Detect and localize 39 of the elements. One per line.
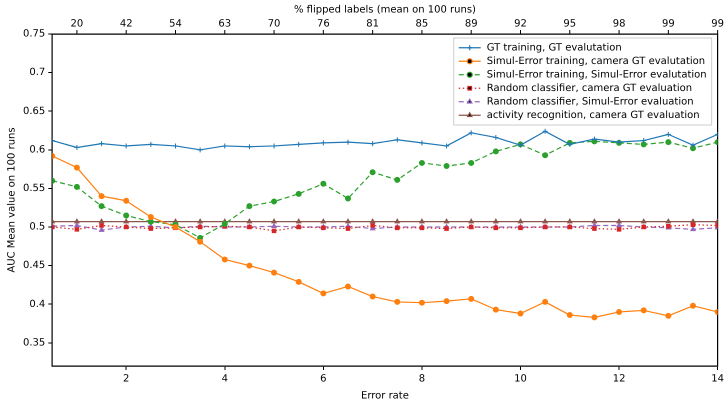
y-tick-label: 0.75 [23, 28, 46, 40]
legend-label: GT training, GT evalutation [486, 42, 622, 54]
legend-label: activity recognition, camera GT evaluation [486, 110, 700, 121]
text: 20 [70, 18, 84, 30]
x-tick-label: 8 [418, 374, 426, 385]
y-tick-label: 0.55 [23, 183, 46, 194]
text: 54 [169, 18, 182, 30]
text: 98 [612, 18, 626, 30]
text: 81 [366, 18, 379, 30]
text: 99 [662, 18, 675, 30]
legend-label: Simul-Error training, Simul-Error evalutation [486, 69, 707, 80]
y-tick-label: 0.35 [23, 337, 46, 348]
text: 99 [711, 18, 724, 30]
x-tick-label: 14 [711, 374, 724, 385]
y-tick-label: 0.45 [23, 260, 46, 272]
text: 63 [218, 18, 232, 30]
text: 70 [268, 18, 280, 30]
text: 85 [416, 18, 428, 30]
text: 95 [563, 18, 576, 30]
x-tick-label: 6 [320, 374, 327, 385]
y-tick-label: 0.65 [23, 106, 46, 117]
y-tick-label: 0.7 [29, 67, 46, 78]
y-axis-title: AUC Mean value on 100 runs [6, 127, 18, 273]
x-tick-label: 2 [123, 374, 130, 385]
x2-axis-title: % flipped labels (mean on 100 runs) [294, 4, 476, 16]
y-tick-label: 0.6 [29, 144, 46, 156]
legend-label: Random classifier, camera GT evaluation [486, 82, 692, 94]
x-tick-label: 10 [514, 374, 527, 385]
text: 42 [120, 18, 133, 30]
text: 92 [514, 18, 527, 30]
x-tick-label: 12 [612, 374, 626, 385]
text: 89 [464, 18, 478, 30]
y-tick-label: 0.4 [29, 298, 46, 310]
x-axis-title: Error rate [361, 390, 409, 402]
text: 76 [316, 18, 330, 30]
y-tick-label: 0.5 [29, 222, 46, 233]
x-tick-label: 4 [222, 374, 228, 385]
legend-label: Simul-Error training, camera GT evalutation [486, 56, 706, 67]
legend-label: Random classifier, Simul-Error evaluation [486, 96, 694, 108]
